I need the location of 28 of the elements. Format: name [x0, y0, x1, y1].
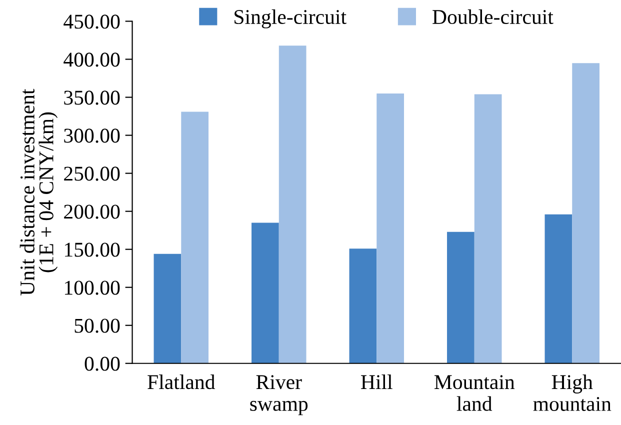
- y-axis-title: Unit distance investment (1E + 04 CNY/km): [20, 88, 58, 296]
- bar: [181, 112, 209, 364]
- x-tick-label: River swamp: [250, 375, 308, 416]
- legend-label: Single-circuit: [234, 9, 346, 28]
- y-tick-label: 450.00: [64, 14, 120, 29]
- bar: [447, 232, 474, 364]
- bar: [572, 63, 600, 364]
- bar: [376, 93, 404, 364]
- legend-label: Double-circuit: [432, 9, 554, 24]
- y-tick-label: 250.00: [64, 166, 120, 181]
- y-tick-label: 50.00: [74, 318, 120, 333]
- y-tick-label: 0.00: [84, 356, 120, 371]
- bar: [349, 248, 377, 364]
- bar: [154, 254, 182, 364]
- y-tick-label: 400.00: [64, 52, 120, 67]
- y-tick-label: 300.00: [64, 128, 120, 143]
- x-tick-label: Hill: [361, 374, 392, 389]
- x-tick-label: Flatland: [148, 374, 216, 390]
- bar: [278, 46, 306, 364]
- x-tick-label: High mountain: [533, 374, 612, 411]
- y-tick-label: 150.00: [65, 242, 120, 257]
- y-tick-label: 100.00: [65, 280, 120, 295]
- bar: [544, 214, 572, 364]
- bar: [474, 94, 502, 364]
- y-tick-label: 350.00: [64, 90, 120, 105]
- bar: [252, 222, 279, 364]
- y-tick-label: 200.00: [64, 204, 120, 219]
- x-tick-label: Mountain land: [434, 375, 515, 411]
